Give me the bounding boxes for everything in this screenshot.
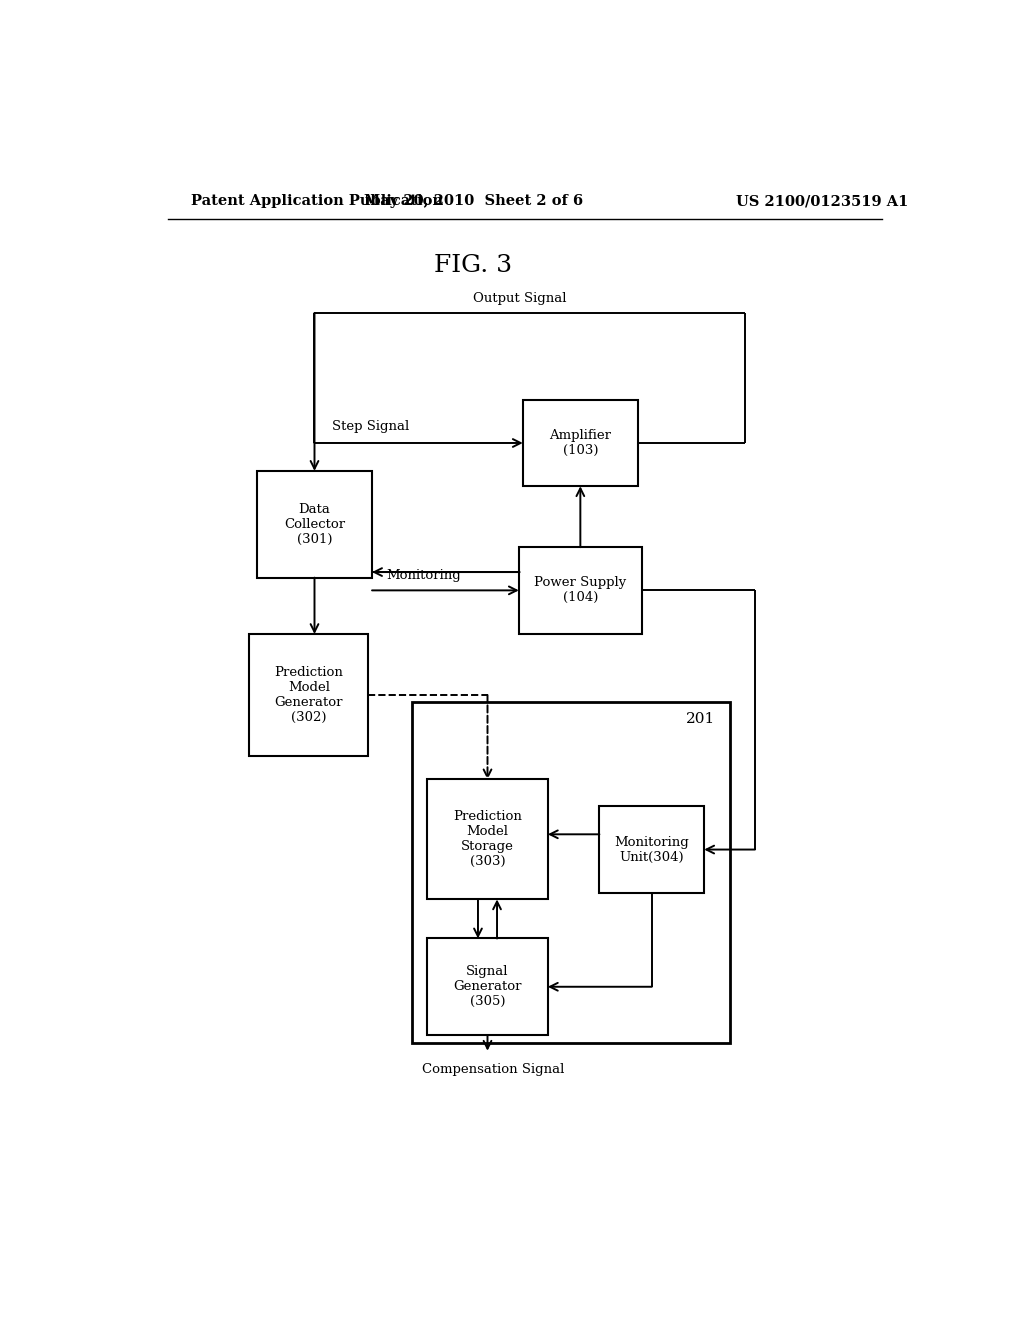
Text: Power Supply
(104): Power Supply (104) [535,577,627,605]
Bar [427,779,548,899]
Text: Data
Collector
(301): Data Collector (301) [284,503,345,545]
Text: FIG. 3: FIG. 3 [434,253,512,277]
Text: Amplifier
(103): Amplifier (103) [549,429,611,457]
Text: Signal
Generator
(305): Signal Generator (305) [454,965,522,1008]
Text: 201: 201 [686,713,715,726]
Text: Prediction
Model
Generator
(302): Prediction Model Generator (302) [274,667,343,725]
Bar [250,634,369,756]
Text: Step Signal: Step Signal [332,420,410,433]
Bar [257,471,372,578]
Bar [519,548,642,634]
Text: Patent Application Publication: Patent Application Publication [191,194,443,209]
Text: Prediction
Model
Storage
(303): Prediction Model Storage (303) [453,810,522,869]
Bar [412,702,729,1043]
Bar [599,807,705,892]
Bar [427,939,548,1035]
Text: May 20, 2010  Sheet 2 of 6: May 20, 2010 Sheet 2 of 6 [364,194,583,209]
Text: US 2100/0123519 A1: US 2100/0123519 A1 [736,194,908,209]
Bar [523,400,638,486]
Text: Compensation Signal: Compensation Signal [423,1063,565,1076]
Text: Monitoring
Unit(304): Monitoring Unit(304) [614,836,689,863]
Text: Monitoring: Monitoring [386,569,461,582]
Text: Output Signal: Output Signal [473,292,566,305]
